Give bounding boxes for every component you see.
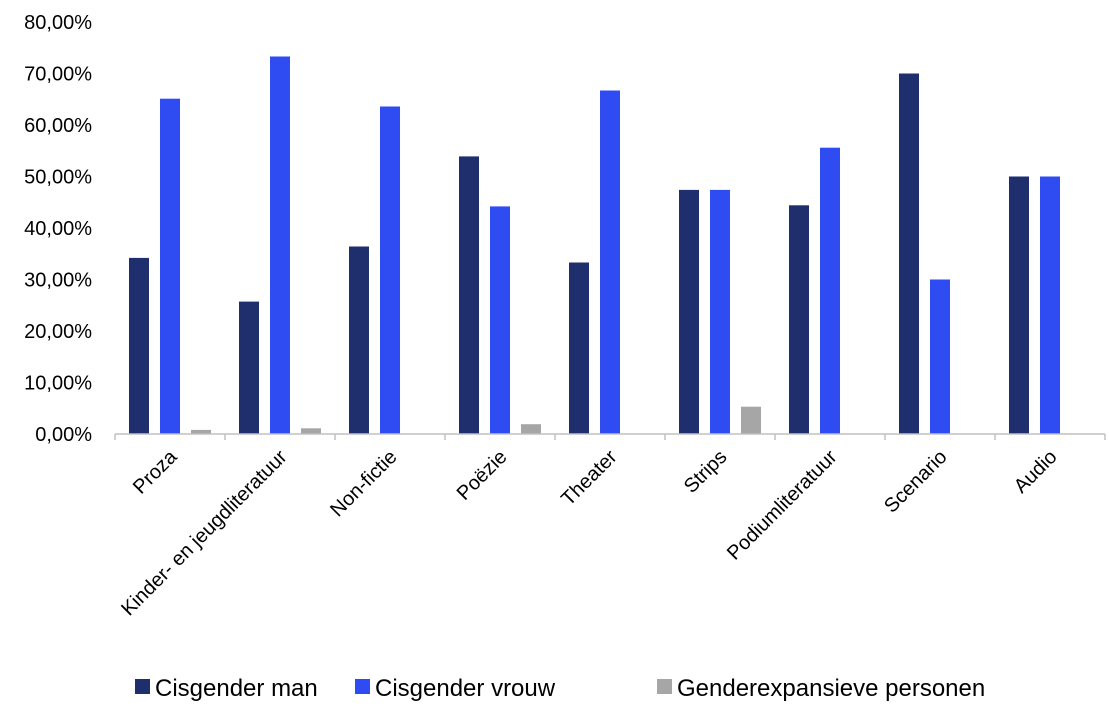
bar: [569, 262, 589, 434]
bar: [1009, 176, 1029, 434]
bar: [160, 98, 180, 434]
bar: [789, 205, 809, 434]
y-tick-label: 40,00%: [24, 218, 92, 240]
x-category-label: Audio: [1010, 446, 1062, 498]
bar: [899, 73, 919, 434]
bar: [1040, 176, 1060, 434]
bar: [129, 257, 149, 434]
y-tick-label: 80,00%: [24, 12, 92, 34]
x-category-label: Podiumliteratuur: [723, 446, 842, 565]
y-tick-label: 0,00%: [35, 424, 92, 446]
bar: [380, 106, 400, 434]
legend-swatch: [355, 679, 370, 694]
x-category-label: Theater: [557, 446, 622, 511]
bar: [270, 56, 290, 434]
legend-label: Cisgender vrouw: [375, 675, 556, 702]
x-category-label: Proza: [129, 445, 182, 498]
bar: [349, 246, 369, 434]
bar: [490, 206, 510, 434]
legend: Cisgender man Cisgender vrouw Genderexpans…: [135, 675, 985, 702]
y-axis: 0,00% 10,00% 20,00% 30,00% 40,00% 50,00% 60,00…: [24, 12, 92, 446]
bar: [820, 147, 840, 434]
x-ticks: [114, 434, 1106, 440]
bar: [301, 428, 321, 434]
y-tick-label: 20,00%: [24, 321, 92, 343]
bar: [459, 156, 479, 434]
bar: [239, 301, 259, 434]
y-tick-label: 10,00%: [24, 373, 92, 395]
bar: [741, 406, 761, 434]
x-category-label: Scenario: [880, 446, 951, 517]
bars: [129, 56, 1060, 434]
bar: [930, 279, 950, 434]
y-tick-label: 50,00%: [24, 167, 92, 189]
y-tick-label: 70,00%: [24, 64, 92, 86]
bar: [191, 429, 211, 434]
bar: [679, 189, 699, 434]
x-category-label: Non-fictie: [326, 446, 401, 521]
legend-swatch: [657, 679, 672, 694]
legend-swatch: [135, 679, 150, 694]
legend-label: Cisgender man: [155, 675, 318, 702]
y-tick-label: 30,00%: [24, 270, 92, 292]
bar: [710, 189, 730, 434]
legend-label: Genderexpansieve personen: [677, 675, 985, 702]
y-tick-label: 60,00%: [24, 115, 92, 137]
bar: [521, 424, 541, 434]
bar: [600, 90, 620, 434]
x-category-label: Strips: [680, 446, 732, 498]
x-category-label: Poëzie: [453, 446, 512, 505]
